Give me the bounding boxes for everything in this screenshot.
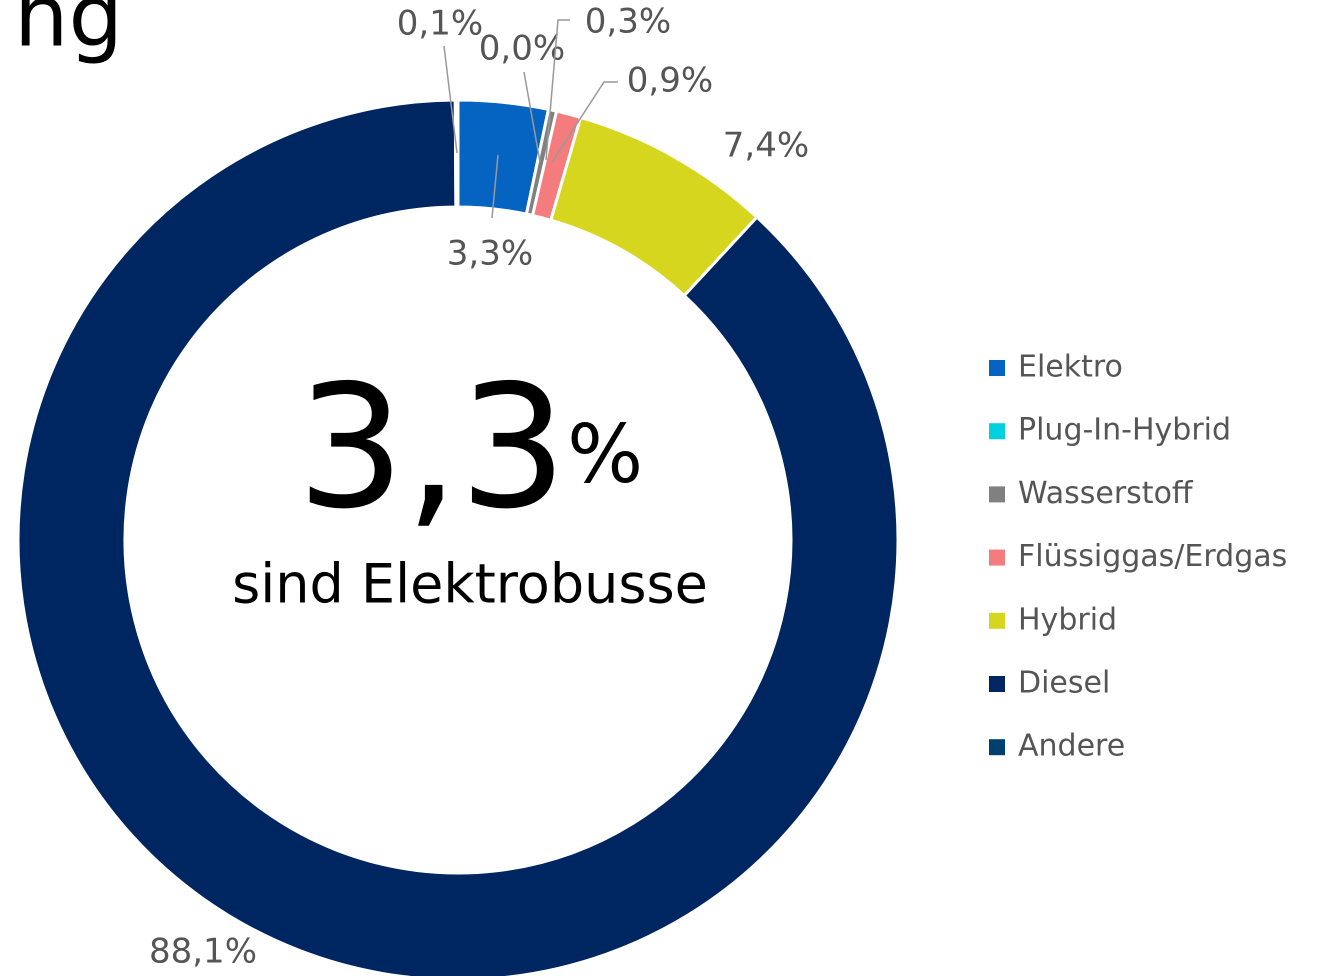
chart-title: ng: [14, 0, 123, 66]
data-label: 0,1%: [397, 4, 483, 44]
legend-swatch: [989, 676, 1005, 692]
legend-label: Flüssiggas/Erdgas: [1018, 539, 1287, 574]
legend-label: Wasserstoff: [1018, 476, 1194, 511]
leader-line: [551, 81, 618, 163]
slice: [453, 98, 460, 209]
leader-line: [545, 19, 570, 161]
legend-swatch: [989, 423, 1005, 440]
slice: [16, 98, 900, 976]
legend-swatch: [989, 739, 1005, 756]
data-label: 88,1%: [149, 932, 257, 972]
center-value: 3,3: [297, 349, 567, 547]
legend-swatch: [989, 612, 1005, 629]
legend-swatch: [989, 360, 1005, 376]
legend-swatch: [989, 486, 1005, 503]
data-label: 0,3%: [585, 2, 671, 42]
leader-line: [443, 45, 458, 154]
legend-label: Elektro: [1018, 350, 1123, 385]
center-unit: %: [567, 408, 643, 501]
data-label: 0,0%: [479, 29, 565, 69]
data-label: 0,9%: [627, 61, 713, 101]
leader-line: [491, 154, 499, 219]
legend-label: Andere: [1018, 729, 1125, 764]
legend-swatch: [989, 549, 1005, 566]
center-text: sind Elektrobusse: [232, 553, 708, 616]
leader-line: [523, 71, 541, 163]
data-label: 3,3%: [447, 234, 533, 274]
legend-label: Hybrid: [1018, 602, 1117, 637]
data-label: 7,4%: [723, 126, 809, 166]
legend-label: Plug-In-Hybrid: [1018, 413, 1231, 448]
legend-label: Diesel: [1018, 666, 1110, 701]
center: 3,3%: [297, 349, 643, 547]
